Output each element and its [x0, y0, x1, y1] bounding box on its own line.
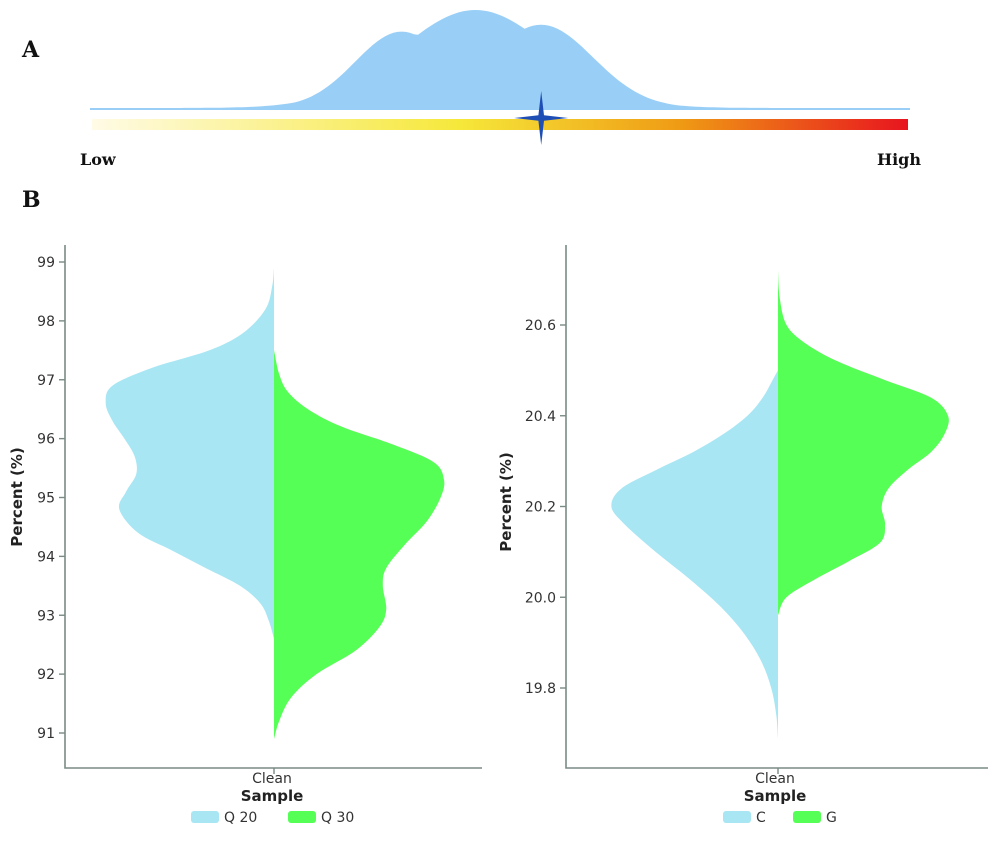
legend-swatch	[793, 811, 821, 823]
axis-lines	[64, 245, 482, 769]
violin-half-q30	[274, 350, 445, 739]
star-marker-icon	[514, 91, 569, 145]
panel-a-density-curve	[90, 10, 910, 110]
y-tick-label: 97	[37, 373, 55, 389]
y-tick-label: 94	[37, 549, 55, 565]
x-category-label: Clean	[755, 771, 795, 787]
x-axis-title: Sample	[744, 787, 807, 805]
y-tick-label: 99	[37, 255, 55, 271]
y-tick-label: 20.2	[525, 500, 556, 516]
violin-half-c	[611, 370, 778, 738]
legend-swatch	[723, 811, 751, 823]
legend-label: Q 20	[224, 810, 257, 826]
y-axis-title: Percent (%)	[8, 447, 26, 546]
violin-chart-right: 19.8 20.0 20.2 20.4 20.6 Percent (%) CleanSamp…	[497, 245, 988, 826]
y-axis-title: Percent (%)	[497, 452, 515, 551]
y-tick-label: 19.8	[525, 681, 556, 697]
axis-lines	[565, 245, 988, 769]
panel-a-label: A	[21, 37, 40, 63]
y-tick-label: 91	[37, 726, 55, 742]
legend-swatch	[288, 811, 316, 823]
legend-swatch	[191, 811, 219, 823]
x-axis-title: Sample	[241, 787, 304, 805]
violin-chart-left: 91 92 93 94 95 96 97 98 99 Percent (%) CleanSample…	[8, 245, 482, 826]
y-tick-label: 93	[37, 608, 55, 624]
panel-a-gradient-bar	[92, 119, 908, 130]
x-category-label: Clean	[252, 771, 292, 787]
legend-label: G	[826, 810, 837, 826]
y-tick-label: 96	[37, 432, 55, 448]
y-tick-label: 20.0	[525, 590, 556, 606]
y-tick-label: 95	[37, 491, 55, 507]
legend-label: Q 30	[321, 810, 354, 826]
legend-label: C	[756, 810, 766, 826]
panel-a-high-label: High	[877, 150, 921, 169]
panel-a: A Low High	[21, 10, 921, 169]
panel-b-label: B	[22, 187, 41, 213]
y-tick-label: 98	[37, 314, 55, 330]
panel-a-low-label: Low	[80, 150, 117, 169]
violin-half-g	[778, 270, 949, 616]
y-tick-label: 20.4	[525, 409, 556, 425]
y-tick-label: 92	[37, 667, 55, 683]
violin-half-q20	[105, 267, 274, 639]
y-tick-label: 20.6	[525, 318, 556, 334]
